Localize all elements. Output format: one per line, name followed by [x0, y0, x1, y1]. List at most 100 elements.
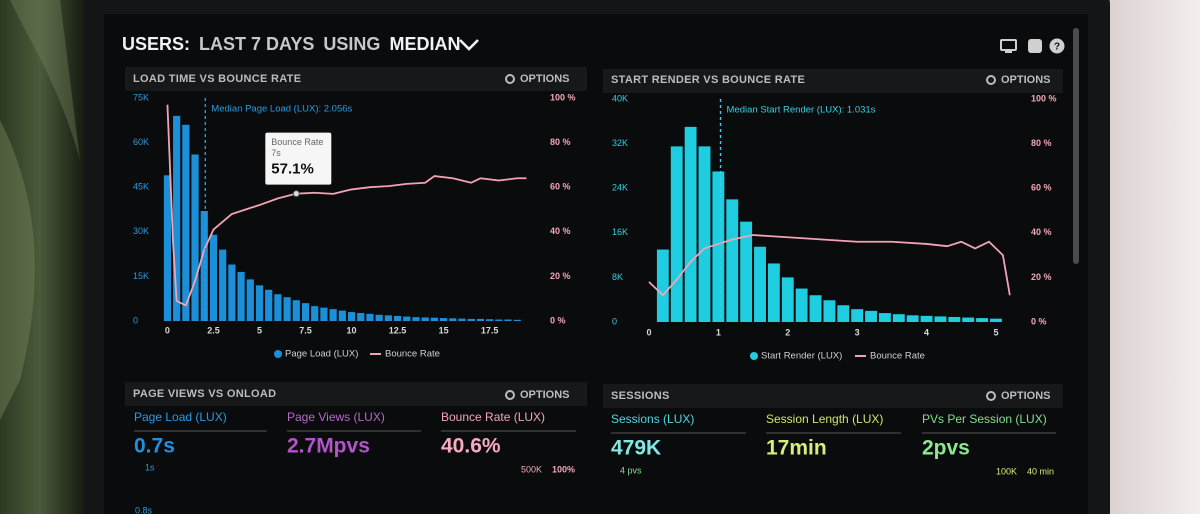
histogram-bar — [948, 316, 961, 322]
x-tick-label: 0 — [646, 327, 651, 337]
tooltip-box — [265, 132, 332, 185]
x-tick-label: 12.5 — [389, 325, 407, 335]
histogram-bar — [712, 171, 725, 322]
histogram-bar — [228, 264, 236, 321]
metric-value: 0.7s — [134, 435, 175, 458]
histogram-bar — [191, 154, 199, 321]
title-part[interactable]: MEDIAN — [389, 34, 460, 54]
median-label: Median Start Render (LUX): 1.031s — [727, 105, 876, 116]
y-tick-label: 24K — [612, 183, 628, 193]
title-part: USING — [323, 34, 380, 54]
gear-icon — [505, 390, 515, 400]
histogram-bar — [726, 199, 739, 322]
gear-icon — [986, 391, 996, 401]
x-tick-label: 5 — [993, 327, 998, 337]
histogram-bar — [182, 124, 190, 321]
panel-header — [125, 382, 587, 406]
legend-swatch — [750, 352, 758, 360]
dropdown-chevron[interactable] — [459, 39, 479, 51]
leaf — [0, 120, 35, 420]
histogram-bar — [329, 309, 337, 321]
histogram-bar — [209, 234, 218, 321]
help-icon[interactable] — [1049, 38, 1065, 54]
x-tick-label: 7.5 — [299, 325, 312, 335]
tooltip-x: 7s — [271, 148, 281, 158]
y2-tick-label: 80 % — [550, 137, 571, 147]
histogram-bar — [486, 319, 494, 321]
leaf — [10, 0, 80, 160]
options-button[interactable]: OPTIONS — [520, 389, 570, 401]
share-icon[interactable] — [1028, 39, 1042, 53]
histogram-bar — [237, 271, 245, 321]
histogram-bar — [504, 319, 512, 321]
axis-label: 40 min — [1027, 466, 1054, 476]
histogram-bar — [246, 279, 254, 321]
y-tick-label: 0 — [133, 315, 138, 325]
line-series — [648, 234, 1011, 297]
y2-tick-label: 40 % — [1031, 227, 1052, 237]
panel-title: LOAD TIME VS BOUNCE RATE — [133, 73, 301, 85]
histogram-bar — [320, 307, 328, 321]
axis-label: 100% — [552, 464, 575, 474]
panel-title: START RENDER VS BOUNCE RATE — [611, 74, 805, 86]
y-tick-label: 8K — [612, 272, 623, 282]
histogram-bar — [357, 312, 365, 321]
tooltip-title: Bounce Rate — [271, 137, 323, 147]
histogram-bar — [781, 277, 794, 322]
histogram-bar — [837, 305, 850, 322]
title-part: LAST 7 DAYS — [199, 34, 314, 54]
monitor-stand — [1005, 51, 1012, 53]
header-icons: ? — [1000, 38, 1065, 54]
legend-label: Start Render (LUX) — [761, 351, 842, 362]
y2-tick-label: 20 % — [1031, 272, 1052, 282]
help-glyph: ? — [1054, 42, 1060, 53]
panel-title: PAGE VIEWS VS ONLOAD — [133, 388, 276, 400]
metric-value: 2.7Mpvs — [287, 435, 370, 458]
background-wall — [1100, 0, 1200, 514]
axis-label: 100K — [996, 466, 1017, 476]
histogram-bar — [851, 309, 864, 322]
histogram-bar — [976, 318, 989, 322]
histogram-bar — [449, 318, 457, 321]
histogram-bar — [823, 300, 836, 322]
x-tick-label: 0 — [165, 325, 170, 335]
metric-value: 479K — [611, 437, 661, 460]
histogram-bar — [934, 316, 947, 322]
y2-tick-label: 100 % — [1031, 93, 1057, 103]
x-tick-label: 1 — [716, 327, 721, 337]
histogram-bar — [458, 318, 466, 321]
histogram-bar — [656, 249, 669, 322]
x-tick-label: 2 — [785, 327, 790, 337]
histogram-bar — [990, 318, 1002, 322]
histogram-bar — [767, 263, 780, 322]
histogram-bar — [698, 146, 711, 322]
y2-tick-label: 0 % — [550, 315, 566, 325]
panel-title: SESSIONS — [611, 390, 670, 402]
gear-icon — [505, 74, 515, 84]
histogram-bar — [476, 318, 485, 321]
metric-label: Sessions (LUX) — [611, 412, 694, 426]
histogram-bar — [375, 314, 383, 321]
monitor-icon[interactable] — [1000, 39, 1017, 51]
histogram-bar — [255, 285, 264, 321]
legend-label: Bounce Rate — [385, 349, 440, 360]
x-tick-label: 5 — [257, 325, 262, 335]
options-button[interactable]: OPTIONS — [1001, 74, 1051, 86]
x-tick-label: 4 — [924, 327, 929, 337]
tooltip-value: 57.1% — [271, 161, 314, 178]
y-tick-label: 45K — [133, 182, 149, 192]
options-button[interactable]: OPTIONS — [520, 73, 570, 85]
y-tick-label: 15K — [133, 271, 149, 281]
y-tick-label: 16K — [612, 227, 628, 237]
x-tick-label: 17.5 — [481, 325, 499, 335]
y2-tick-label: 60 % — [1031, 183, 1052, 193]
histogram-bar — [292, 300, 300, 321]
options-button[interactable]: OPTIONS — [1001, 390, 1051, 402]
metric-label: Bounce Rate (LUX) — [441, 410, 545, 424]
metric-value: 17min — [766, 437, 827, 460]
gear-icon — [986, 75, 996, 85]
histogram-bar — [347, 312, 356, 321]
metric-value: 2pvs — [922, 437, 970, 460]
screen — [104, 14, 1088, 514]
histogram-bar — [684, 126, 697, 322]
